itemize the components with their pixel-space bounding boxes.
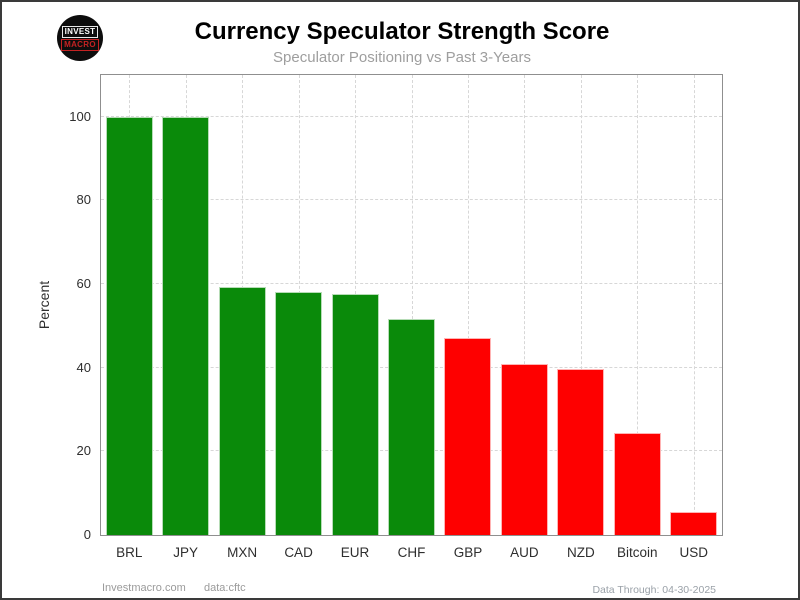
bar-Bitcoin bbox=[613, 432, 661, 535]
chart-title: Currency Speculator Strength Score bbox=[194, 18, 610, 45]
footer-site: Investmacro.com bbox=[102, 582, 186, 594]
x-tick-GBP: GBP bbox=[453, 545, 483, 560]
x-tick-CAD: CAD bbox=[284, 545, 313, 560]
footer-data-source: data:cftc bbox=[204, 582, 246, 594]
y-tick-100: 100 bbox=[69, 108, 91, 124]
y-tick-60: 60 bbox=[76, 276, 91, 292]
x-tick-MXN: MXN bbox=[227, 545, 258, 560]
x-tick-BRL: BRL bbox=[116, 545, 143, 560]
chart-subtitle: Speculator Positioning vs Past 3-Years bbox=[273, 49, 531, 66]
x-tick-Bitcoin: Bitcoin bbox=[617, 545, 658, 560]
investmacro-logo: INVEST MACRO bbox=[57, 15, 103, 61]
x-tick-NZD: NZD bbox=[566, 545, 595, 560]
gridline-v-AUD bbox=[524, 75, 526, 535]
bar-CAD bbox=[275, 292, 323, 535]
gridline-v-USD bbox=[693, 75, 695, 535]
y-tick-80: 80 bbox=[76, 192, 91, 208]
bar-CHF bbox=[388, 318, 435, 535]
logo-text-invest: INVEST bbox=[61, 25, 99, 38]
plot-area: 0 20 40 60 80 100 BRL JPY MXN CAD EUR CHF GBP AUD NZD B… bbox=[69, 74, 723, 560]
gridline-v-GBP bbox=[467, 75, 469, 535]
y-tick-40: 40 bbox=[76, 359, 91, 375]
x-tick-CHF: CHF bbox=[397, 545, 426, 560]
bar-AUD bbox=[500, 363, 548, 535]
x-tick-EUR: EUR bbox=[340, 545, 370, 560]
bar-EUR bbox=[331, 294, 379, 535]
y-tick-20: 20 bbox=[76, 443, 91, 459]
bar-BRL bbox=[105, 116, 153, 535]
gridline-v-CHF bbox=[411, 75, 413, 535]
bar-USD bbox=[670, 512, 718, 535]
gridline-v-NZD bbox=[580, 75, 582, 535]
bar-NZD bbox=[557, 369, 605, 535]
y-tick-0: 0 bbox=[83, 527, 91, 542]
bar-GBP bbox=[444, 338, 492, 535]
x-tick-AUD: AUD bbox=[510, 545, 539, 560]
x-tick-USD: USD bbox=[679, 545, 709, 560]
bar-MXN bbox=[218, 287, 266, 535]
logo-text-macro: MACRO bbox=[61, 38, 99, 51]
gridline-v-Bitcoin bbox=[637, 75, 639, 535]
footer-data-through: Data Through: 04-30-2025 bbox=[592, 584, 716, 596]
bar-JPY bbox=[162, 116, 210, 535]
x-tick-JPY: JPY bbox=[173, 545, 199, 560]
